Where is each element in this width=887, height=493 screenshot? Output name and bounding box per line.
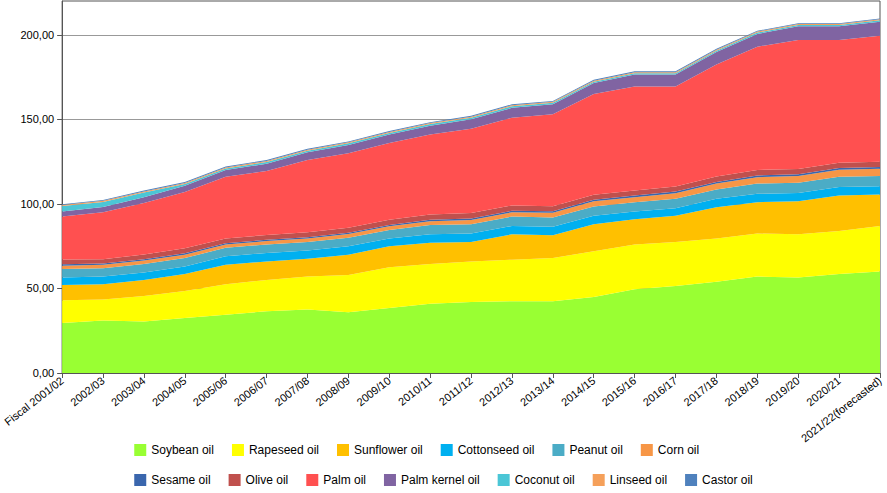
svg-text:Coconut oil: Coconut oil — [515, 473, 575, 487]
svg-text:200,00: 200,00 — [20, 29, 54, 41]
svg-text:2008/09: 2008/09 — [313, 374, 352, 408]
svg-text:Soybean oil: Soybean oil — [151, 443, 214, 457]
svg-text:150,00: 150,00 — [20, 113, 54, 125]
svg-text:2016/17: 2016/17 — [641, 374, 680, 408]
svg-text:2007/08: 2007/08 — [272, 374, 311, 408]
svg-text:2011/12: 2011/12 — [437, 374, 475, 407]
svg-text:Sesame oil: Sesame oil — [151, 473, 210, 487]
svg-text:2005/06: 2005/06 — [191, 374, 230, 408]
svg-text:Olive oil: Olive oil — [246, 473, 289, 487]
svg-text:Fiscal 2001/02: Fiscal 2001/02 — [2, 374, 66, 428]
svg-text:Cottonseed oil: Cottonseed oil — [458, 443, 535, 457]
svg-text:100,00: 100,00 — [20, 198, 54, 210]
svg-text:2014/15: 2014/15 — [559, 374, 598, 408]
svg-text:2021/22(forecasted): 2021/22(forecasted) — [799, 374, 884, 444]
svg-text:Palm oil: Palm oil — [323, 473, 366, 487]
svg-text:2002/03: 2002/03 — [68, 374, 107, 408]
svg-text:2003/04: 2003/04 — [109, 374, 148, 408]
svg-text:2012/13: 2012/13 — [477, 374, 516, 408]
svg-text:0,00: 0,00 — [33, 367, 54, 379]
svg-text:Castor oil: Castor oil — [702, 473, 753, 487]
svg-text:2013/14: 2013/14 — [518, 374, 557, 408]
svg-text:2015/16: 2015/16 — [600, 374, 639, 408]
svg-text:Peanut oil: Peanut oil — [569, 443, 622, 457]
svg-text:Rapeseed oil: Rapeseed oil — [249, 443, 319, 457]
svg-text:2017/18: 2017/18 — [681, 374, 720, 408]
svg-text:50,00: 50,00 — [27, 282, 55, 294]
svg-text:Corn oil: Corn oil — [658, 443, 699, 457]
svg-text:2006/07: 2006/07 — [232, 374, 271, 408]
svg-text:2019/20: 2019/20 — [763, 374, 802, 408]
svg-text:2020/21: 2020/21 — [804, 374, 843, 408]
svg-text:2009/10: 2009/10 — [354, 374, 393, 408]
svg-text:Sunflower oil: Sunflower oil — [354, 443, 423, 457]
svg-text:2018/19: 2018/19 — [722, 374, 761, 408]
svg-text:Palm kernel oil: Palm kernel oil — [401, 473, 480, 487]
svg-text:2010/11: 2010/11 — [396, 374, 434, 407]
svg-text:Linseed oil: Linseed oil — [610, 473, 667, 487]
svg-text:2004/05: 2004/05 — [150, 374, 189, 408]
